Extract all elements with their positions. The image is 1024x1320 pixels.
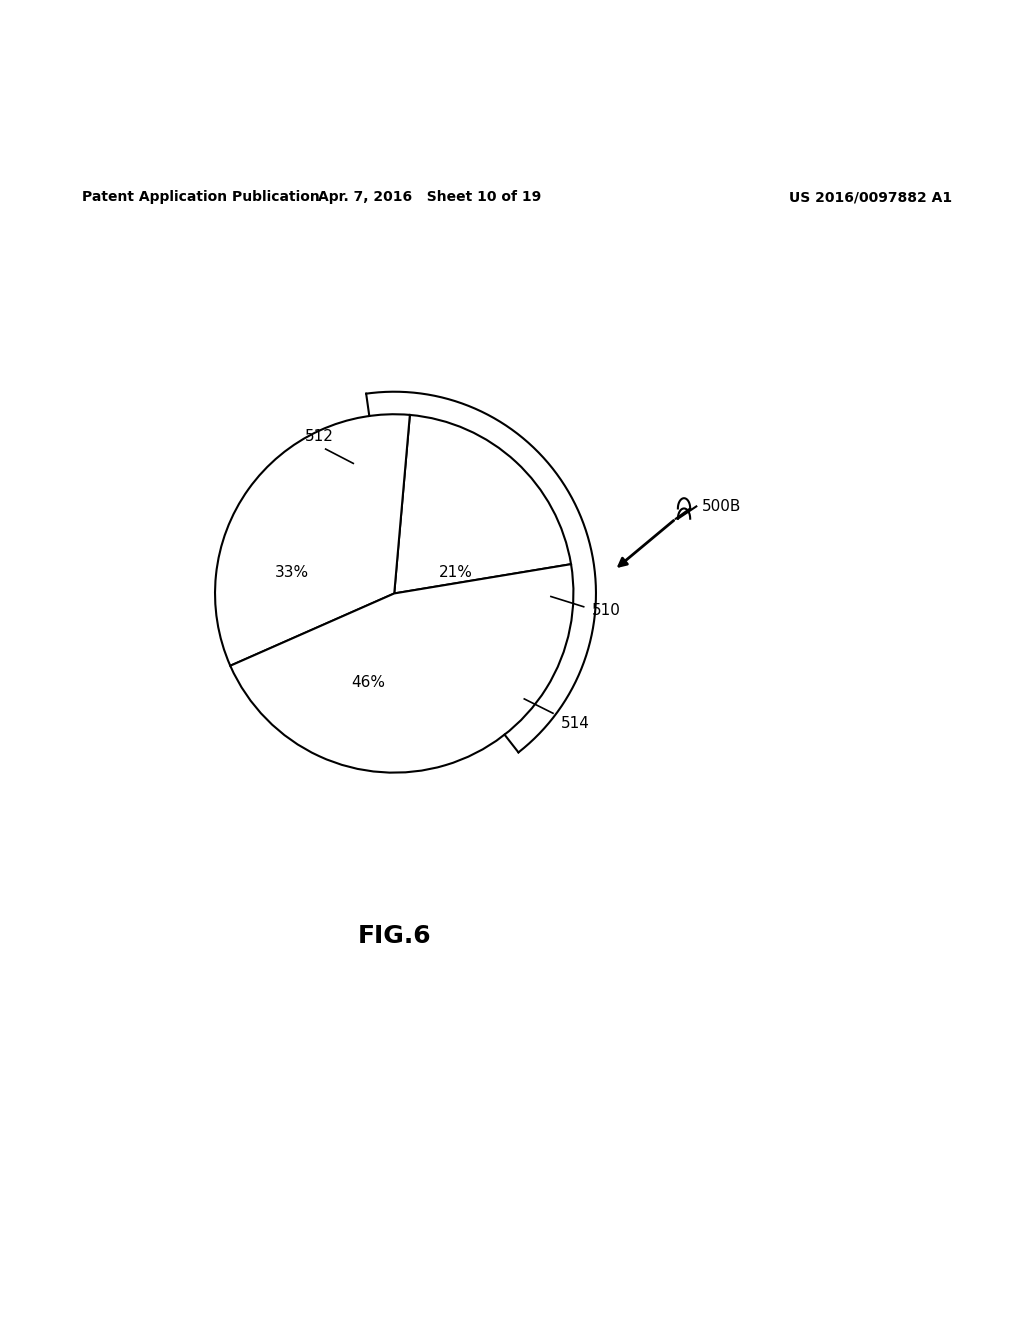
Text: 510: 510 — [592, 603, 621, 618]
Text: US 2016/0097882 A1: US 2016/0097882 A1 — [790, 190, 952, 205]
Text: 46%: 46% — [351, 675, 386, 690]
Text: Patent Application Publication: Patent Application Publication — [82, 190, 319, 205]
Wedge shape — [215, 414, 410, 665]
Text: 514: 514 — [561, 715, 590, 731]
Wedge shape — [394, 414, 571, 594]
Text: Apr. 7, 2016   Sheet 10 of 19: Apr. 7, 2016 Sheet 10 of 19 — [318, 190, 542, 205]
Text: FIG.6: FIG.6 — [357, 924, 431, 949]
Wedge shape — [230, 564, 573, 772]
Text: 500B: 500B — [701, 499, 740, 513]
Text: 33%: 33% — [274, 565, 309, 581]
Text: 21%: 21% — [438, 565, 473, 581]
Text: 512: 512 — [305, 429, 334, 445]
